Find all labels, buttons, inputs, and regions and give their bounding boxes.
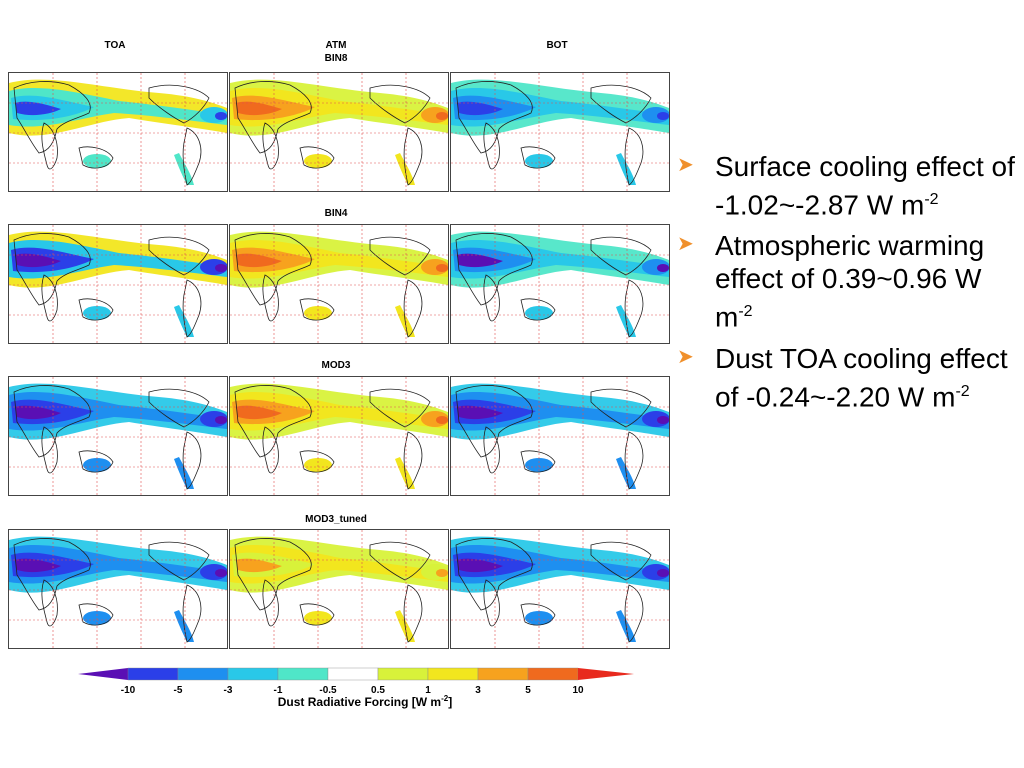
colorbar bbox=[78, 667, 634, 681]
map-panel-atm-mod3 bbox=[229, 376, 449, 496]
arrow-bullet-icon: ➤ bbox=[677, 345, 694, 368]
colorbar-title-end: ] bbox=[448, 695, 453, 709]
map-panel-bot-bin8 bbox=[450, 72, 670, 192]
colorbar-segment bbox=[78, 668, 128, 680]
colorbar-segment bbox=[127, 667, 179, 681]
col-header-toa: TOA bbox=[104, 40, 126, 51]
map-panel-bot-bin4 bbox=[450, 224, 670, 344]
colorbar-tick-label: -10 bbox=[120, 685, 136, 696]
map-panel-atm-mod3_tuned bbox=[229, 529, 449, 649]
bullet-toa-cooling: ➤ Dust TOA cooling effect of -0.24~-2.20… bbox=[675, 342, 1015, 413]
colorbar-segment bbox=[527, 667, 579, 681]
colorbar-title-text: Dust Radiative Forcing [W m bbox=[277, 695, 442, 709]
colorbar-title-sup: -2 bbox=[441, 694, 449, 703]
map-panel-atm-bin4 bbox=[229, 224, 449, 344]
colorbar-tick-label: 1 bbox=[425, 685, 431, 696]
arrow-bullet-icon: ➤ bbox=[677, 233, 694, 256]
colorbar-tick-label: -0.5 bbox=[319, 685, 337, 696]
bullet-sup: -2 bbox=[924, 191, 939, 208]
bullet-text: Dust TOA cooling effect of -0.24~-2.20 W… bbox=[715, 342, 1008, 412]
colorbar-segment bbox=[578, 668, 634, 680]
colorbar-tick-label: -3 bbox=[223, 685, 233, 696]
colorbar-segment bbox=[377, 667, 429, 681]
row-header-bin8: BIN8 bbox=[324, 53, 348, 64]
colorbar-segment bbox=[177, 667, 229, 681]
col-header-bot: BOT bbox=[546, 40, 568, 51]
colorbar-title: Dust Radiative Forcing [W m-2] bbox=[180, 694, 550, 709]
row-header-mod3-tuned: MOD3_tuned bbox=[305, 514, 367, 525]
colorbar-segment bbox=[277, 667, 329, 681]
bullet-list: ➤ Surface cooling effect of -1.02~-2.87 … bbox=[675, 150, 1015, 421]
row-header-mod3: MOD3 bbox=[321, 360, 351, 371]
colorbar-segment bbox=[477, 667, 529, 681]
bullet-text: Atmospheric warming effect of 0.39~0.96 … bbox=[715, 230, 985, 333]
arrow-bullet-icon: ➤ bbox=[677, 154, 694, 176]
colorbar-segment bbox=[427, 667, 479, 681]
colorbar-tick-label: -1 bbox=[273, 685, 283, 696]
map-panel-toa-mod3_tuned bbox=[8, 529, 228, 649]
bullet-atmospheric-warming: ➤ Atmospheric warming effect of 0.39~0.9… bbox=[675, 229, 1015, 333]
bullet-sup: -2 bbox=[738, 303, 753, 321]
map-panel-toa-bin8 bbox=[8, 72, 228, 192]
map-panel-bot-mod3 bbox=[450, 376, 670, 496]
row-header-bin4: BIN4 bbox=[324, 208, 348, 219]
colorbar-segment bbox=[327, 667, 379, 681]
map-panel-bot-mod3_tuned bbox=[450, 529, 670, 649]
colorbar-tick-label: 0.5 bbox=[371, 685, 385, 696]
map-panel-toa-bin4 bbox=[8, 224, 228, 344]
colorbar-tick-label: 5 bbox=[525, 685, 531, 696]
colorbar-tick-label: 3 bbox=[475, 685, 481, 696]
col-header-atm: ATM bbox=[325, 40, 347, 51]
bullet-surface-cooling: ➤ Surface cooling effect of -1.02~-2.87 … bbox=[675, 150, 1015, 221]
bullet-text: Surface cooling effect of -1.02~-2.87 W … bbox=[715, 151, 1015, 221]
map-panel-atm-bin8 bbox=[229, 72, 449, 192]
colorbar-tick-label: 10 bbox=[572, 685, 584, 696]
colorbar-segment bbox=[227, 667, 279, 681]
map-panel-toa-mod3 bbox=[8, 376, 228, 496]
colorbar-tick-label: -5 bbox=[173, 685, 183, 696]
bullet-sup: -2 bbox=[955, 382, 970, 400]
